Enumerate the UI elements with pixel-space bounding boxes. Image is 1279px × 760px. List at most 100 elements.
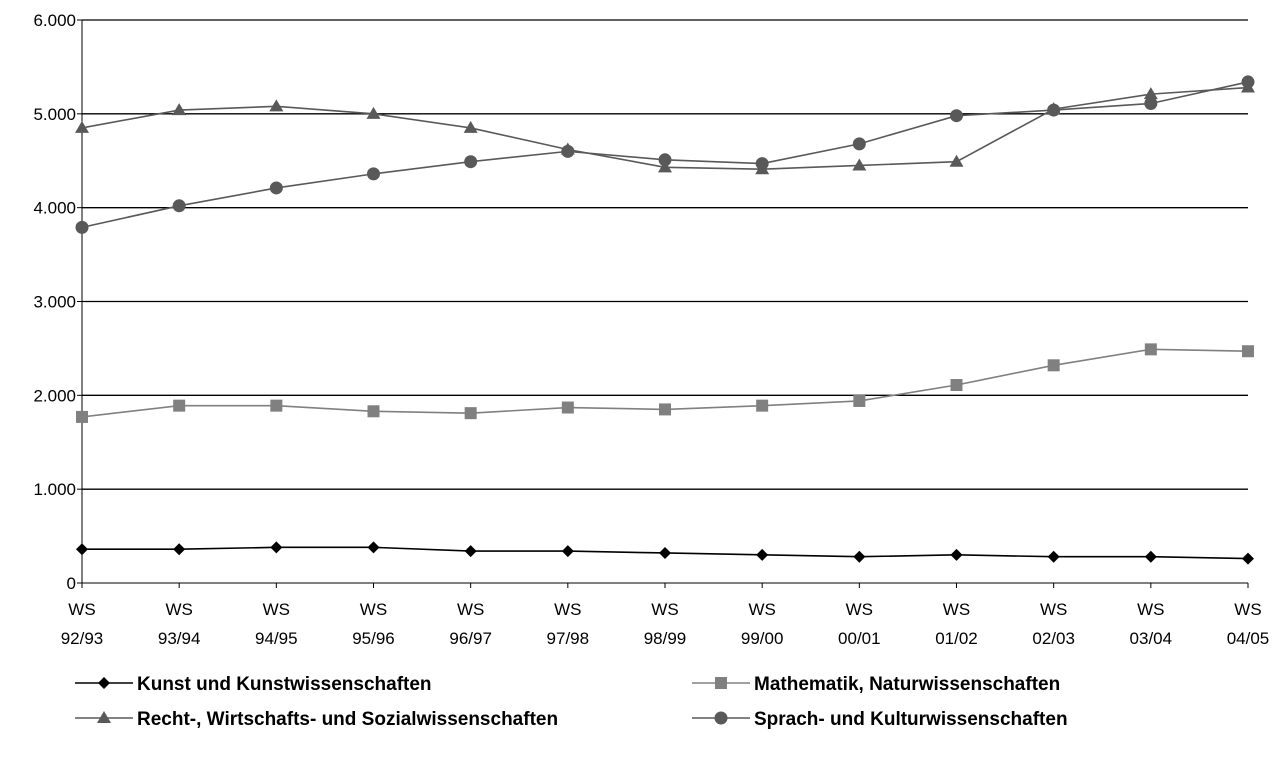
x-tick-label-line2: 94/95	[255, 629, 298, 648]
marker-diamond	[853, 550, 866, 563]
x-tick-label-line2: 96/97	[449, 629, 492, 648]
y-tick-label: 4.000	[33, 199, 76, 218]
legend-label: Sprach- und Kulturwissenschaften	[754, 709, 1068, 730]
marker-circle	[1144, 97, 1158, 111]
x-tick-label: WS 00/01	[838, 600, 881, 648]
x-tick-label-line1: WS	[457, 600, 484, 619]
x-tick-label-line1: WS	[846, 600, 873, 619]
x-tick-label-line1: WS	[1137, 600, 1164, 619]
marker-triangle	[366, 106, 381, 119]
marker-square	[270, 399, 283, 412]
x-tick-label-line1: WS	[748, 600, 775, 619]
x-tick-label-line1: WS	[1040, 600, 1067, 619]
marker-square	[853, 394, 866, 407]
marker-triangle	[852, 158, 867, 171]
marker-circle	[852, 137, 866, 151]
x-tick-label-line1: WS	[943, 600, 970, 619]
marker-diamond	[270, 541, 283, 554]
x-tick-label-line2: 98/99	[644, 629, 687, 648]
x-tick-label: WS 94/95	[255, 600, 298, 648]
marker-square	[367, 405, 380, 418]
marker-square	[76, 410, 88, 423]
x-tick-label-line2: 02/03	[1032, 629, 1075, 648]
marker-square	[1047, 359, 1060, 372]
marker-diamond	[1047, 550, 1060, 563]
y-axis-ticks: 0 1.000 2.000 3.000 4.000 5.000 6.000	[33, 11, 82, 593]
x-tick-label: WS 03/04	[1130, 600, 1173, 648]
x-tick-label-line2: 92/93	[61, 629, 104, 648]
x-tick-label-line1: WS	[554, 600, 581, 619]
legend-item: Mathematik, Naturwissenschaften	[692, 674, 1060, 695]
x-tick-label-line2: 01/02	[935, 629, 978, 648]
x-tick-label: WS 02/03	[1032, 600, 1075, 648]
x-tick-label: WS 01/02	[935, 600, 978, 648]
marker-triangle	[97, 711, 111, 723]
marker-triangle	[949, 154, 964, 167]
marker-diamond	[367, 541, 380, 554]
legend: Kunst und Kunstwissenschaften Mathematik,…	[75, 674, 1068, 730]
marker-diamond	[1144, 550, 1157, 563]
marker-diamond	[173, 543, 186, 556]
y-tick-label: 6.000	[33, 11, 76, 30]
marker-circle	[172, 199, 186, 213]
x-axis-ticks: WS 92/93 WS 93/94 WS 94/95 WS 95/96 WS 96/97 WS 97/…	[61, 583, 1270, 648]
x-tick-label-line2: 99/00	[741, 629, 784, 648]
marker-circle	[950, 109, 963, 123]
y-tick-label: 5.000	[33, 105, 76, 124]
marker-triangle	[463, 120, 478, 133]
marker-triangle	[172, 103, 187, 116]
x-tick-label-line2: 93/94	[158, 629, 201, 648]
marker-diamond	[756, 548, 769, 561]
x-tick-label-line2: 97/98	[547, 629, 590, 648]
gridlines	[82, 19, 1248, 490]
x-tick-label-line2: 00/01	[838, 629, 881, 648]
marker-circle	[75, 220, 89, 234]
x-tick-label: WS 95/96	[352, 600, 395, 648]
x-tick-label: WS 97/98	[547, 600, 590, 648]
legend-item: Recht-, Wirtschafts- und Sozialwissensch…	[75, 709, 558, 730]
marker-square	[1242, 345, 1254, 358]
series-circle	[75, 75, 1255, 234]
marker-square	[464, 407, 477, 420]
marker-square	[715, 677, 727, 689]
marker-diamond	[561, 545, 574, 558]
marker-circle	[464, 155, 478, 169]
y-tick-label: 2.000	[33, 386, 76, 405]
y-tick-label: 3.000	[33, 293, 76, 312]
marker-square	[756, 399, 769, 412]
x-tick-label-line2: 95/96	[352, 629, 395, 648]
marker-circle	[269, 181, 283, 195]
series-group	[75, 75, 1255, 565]
marker-triangle	[1143, 87, 1158, 100]
marker-triangle	[269, 99, 284, 112]
marker-triangle	[75, 120, 89, 133]
legend-label: Recht-, Wirtschafts- und Sozialwissensch…	[137, 709, 558, 730]
marker-square	[950, 379, 963, 392]
marker-diamond	[464, 545, 477, 558]
x-tick-label: WS 92/93	[61, 600, 104, 648]
x-tick-label-line1: WS	[263, 600, 290, 619]
marker-triangle	[658, 160, 672, 173]
marker-square	[1144, 343, 1157, 356]
x-tick-label-line1: WS	[68, 600, 95, 619]
legend-label: Kunst und Kunstwissenschaften	[137, 674, 432, 695]
marker-circle	[561, 144, 575, 158]
y-tick-label: 1.000	[33, 480, 76, 499]
marker-diamond	[98, 677, 110, 689]
x-tick-label-line1: WS	[165, 600, 192, 619]
legend-item: Kunst und Kunstwissenschaften	[75, 674, 432, 695]
marker-circle	[1047, 103, 1061, 117]
y-tick-label: 0	[67, 574, 76, 593]
marker-diamond	[1242, 552, 1254, 565]
x-tick-label-line1: WS	[360, 600, 387, 619]
marker-circle	[367, 167, 380, 181]
marker-diamond	[659, 546, 671, 559]
series-diamond	[76, 541, 1254, 565]
x-tick-label-line1: WS	[1234, 600, 1261, 619]
marker-circle	[755, 157, 769, 171]
marker-square	[659, 403, 671, 416]
series-square	[76, 343, 1254, 423]
x-tick-label-line2: 04/05	[1227, 629, 1270, 648]
x-tick-label: WS 99/00	[741, 600, 784, 648]
